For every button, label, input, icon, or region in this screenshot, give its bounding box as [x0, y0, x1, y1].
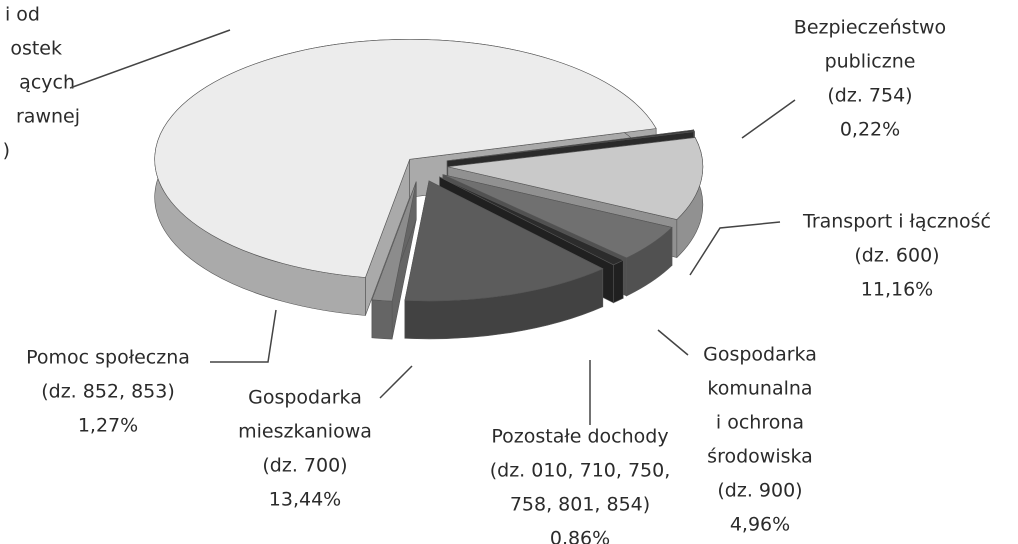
slice-label: (dz. 700): [262, 455, 347, 477]
slice-label: (dz. 852, 853): [41, 381, 175, 403]
slice-label: komunalna: [707, 378, 812, 400]
slice-label: publiczne: [825, 51, 916, 73]
leader-line: [210, 309, 277, 363]
slice-label: środowiska: [707, 446, 813, 468]
slice-top: [442, 174, 673, 259]
leader-line: [741, 99, 796, 139]
slice-top: [439, 176, 624, 266]
slice-label: ): [3, 140, 10, 162]
value-label: 1,27%: [78, 415, 138, 437]
slice-label: ących: [19, 72, 75, 94]
labels: i od ostek ących rawnej) Bezpieczeństwo publi…: [3, 4, 991, 544]
leader-line: [657, 329, 689, 356]
slice: [371, 181, 417, 340]
leader-line: [689, 221, 781, 276]
value-label: 13,44%: [269, 489, 341, 511]
slice-label: rawnej: [16, 106, 80, 128]
slice-label: ostek: [10, 38, 62, 60]
slice-label: (dz. 900): [717, 480, 802, 502]
slice-label: Transport i łączność: [802, 211, 991, 233]
leader-line: [69, 29, 231, 89]
slice-label: (dz. 754): [827, 85, 912, 107]
leader-line: [379, 365, 413, 399]
slice-label: i od: [5, 4, 40, 26]
slice: [404, 180, 604, 340]
slice-side: [613, 259, 624, 304]
value-label: 0,86%: [550, 528, 610, 544]
value-label: 4,96%: [730, 514, 790, 536]
slice-label: 758, 801, 854): [510, 494, 650, 516]
slice-top: [154, 39, 657, 278]
slice-label: Gospodarka: [248, 387, 362, 409]
slice-label: (dz. 010, 710, 750,: [490, 460, 671, 482]
slice-label: Pomoc społeczna: [26, 347, 190, 369]
slice-top: [371, 181, 417, 302]
slice-top: [404, 180, 604, 302]
slice-label: Bezpieczeństwo: [794, 17, 946, 39]
slice-top: [447, 137, 704, 220]
value-label: 11,16%: [861, 279, 933, 301]
pie: [154, 39, 704, 340]
value-label: 0,22%: [840, 119, 900, 141]
slice-label: i ochrona: [716, 412, 804, 434]
slice-label: Pozostałe dochody: [491, 426, 668, 448]
slice-label: (dz. 600): [854, 245, 939, 267]
slice-top: [447, 129, 695, 162]
slice-label: mieszkaniowa: [238, 421, 372, 443]
slice-label: Gospodarka: [703, 344, 817, 366]
slice-side: [371, 299, 393, 340]
